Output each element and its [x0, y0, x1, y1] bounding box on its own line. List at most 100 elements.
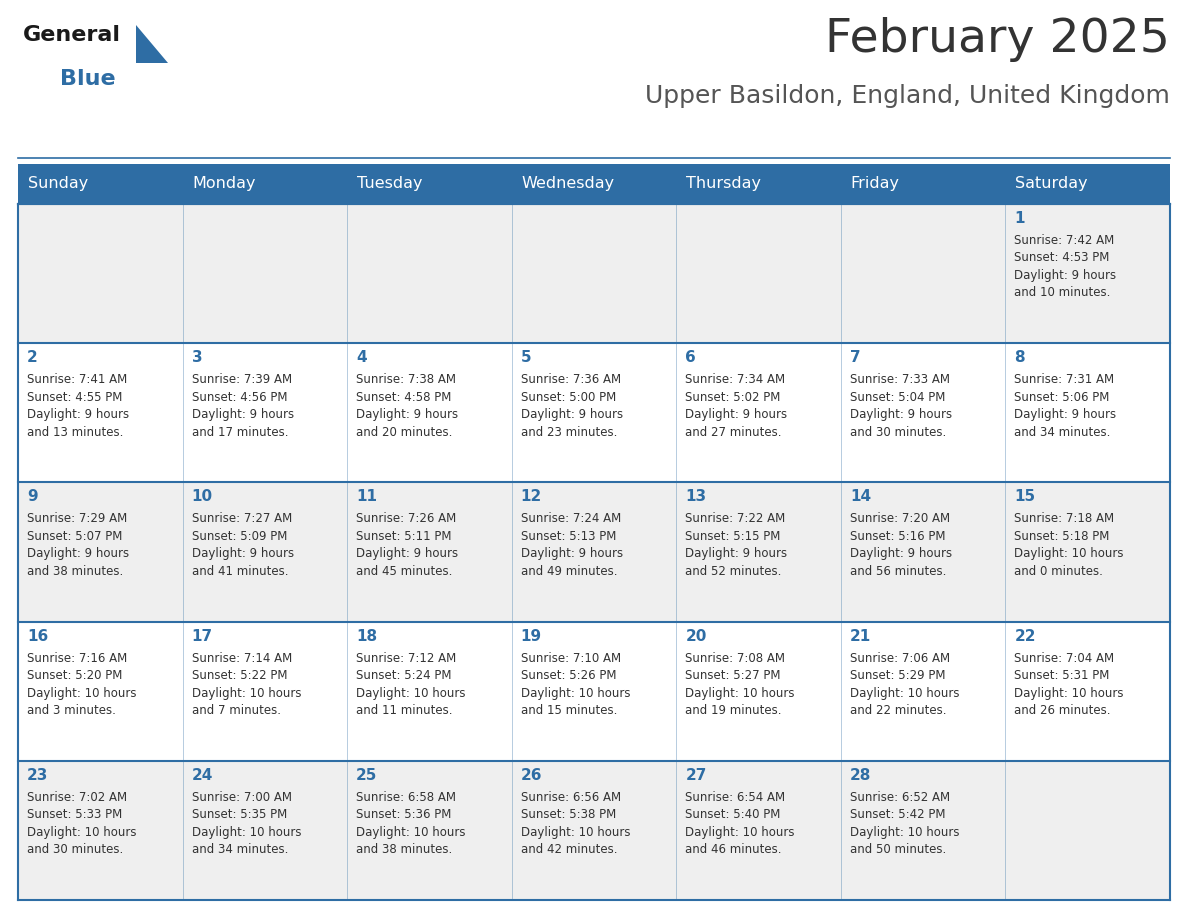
Text: Sunset: 4:56 PM: Sunset: 4:56 PM — [191, 391, 287, 404]
Text: Daylight: 9 hours: Daylight: 9 hours — [356, 409, 459, 421]
Text: and 45 minutes.: and 45 minutes. — [356, 565, 453, 578]
Text: Sunset: 4:58 PM: Sunset: 4:58 PM — [356, 391, 451, 404]
Text: 13: 13 — [685, 489, 707, 504]
Text: and 56 minutes.: and 56 minutes. — [849, 565, 946, 578]
Text: Tuesday: Tuesday — [358, 176, 423, 192]
Text: Sunrise: 7:12 AM: Sunrise: 7:12 AM — [356, 652, 456, 665]
Text: Sunset: 5:06 PM: Sunset: 5:06 PM — [1015, 391, 1110, 404]
Text: Daylight: 9 hours: Daylight: 9 hours — [520, 547, 623, 560]
Text: Daylight: 10 hours: Daylight: 10 hours — [849, 687, 960, 700]
Bar — [18, 761, 1170, 900]
Text: Blue: Blue — [61, 69, 115, 89]
Text: and 26 minutes.: and 26 minutes. — [1015, 704, 1111, 717]
Text: Sunrise: 7:33 AM: Sunrise: 7:33 AM — [849, 374, 950, 386]
Text: Sunset: 4:55 PM: Sunset: 4:55 PM — [27, 391, 122, 404]
Text: and 7 minutes.: and 7 minutes. — [191, 704, 280, 717]
Text: Sunrise: 7:34 AM: Sunrise: 7:34 AM — [685, 374, 785, 386]
Text: 15: 15 — [1015, 489, 1036, 504]
Text: Sunset: 5:35 PM: Sunset: 5:35 PM — [191, 809, 286, 822]
Text: 5: 5 — [520, 350, 531, 365]
Text: Sunrise: 7:26 AM: Sunrise: 7:26 AM — [356, 512, 456, 525]
Text: Sunrise: 7:31 AM: Sunrise: 7:31 AM — [1015, 374, 1114, 386]
Text: and 30 minutes.: and 30 minutes. — [27, 844, 124, 856]
Text: Sunset: 5:15 PM: Sunset: 5:15 PM — [685, 530, 781, 543]
Text: Daylight: 10 hours: Daylight: 10 hours — [1015, 687, 1124, 700]
Text: and 50 minutes.: and 50 minutes. — [849, 844, 946, 856]
Text: and 3 minutes.: and 3 minutes. — [27, 704, 116, 717]
Text: Daylight: 9 hours: Daylight: 9 hours — [1015, 409, 1117, 421]
Text: and 19 minutes.: and 19 minutes. — [685, 704, 782, 717]
Text: 22: 22 — [1015, 629, 1036, 644]
Text: Sunrise: 7:38 AM: Sunrise: 7:38 AM — [356, 374, 456, 386]
Text: Daylight: 10 hours: Daylight: 10 hours — [849, 826, 960, 839]
Text: February 2025: February 2025 — [826, 17, 1170, 62]
Text: Daylight: 10 hours: Daylight: 10 hours — [520, 826, 630, 839]
Text: 14: 14 — [849, 489, 871, 504]
Text: Sunrise: 7:18 AM: Sunrise: 7:18 AM — [1015, 512, 1114, 525]
Text: 4: 4 — [356, 350, 367, 365]
Text: 10: 10 — [191, 489, 213, 504]
Text: Daylight: 10 hours: Daylight: 10 hours — [356, 687, 466, 700]
Text: Sunset: 5:33 PM: Sunset: 5:33 PM — [27, 809, 122, 822]
Text: and 20 minutes.: and 20 minutes. — [356, 426, 453, 439]
Text: 1: 1 — [1015, 211, 1025, 226]
Text: Sunset: 5:16 PM: Sunset: 5:16 PM — [849, 530, 946, 543]
Text: and 10 minutes.: and 10 minutes. — [1015, 286, 1111, 299]
Text: and 38 minutes.: and 38 minutes. — [27, 565, 124, 578]
Text: Sunrise: 6:54 AM: Sunrise: 6:54 AM — [685, 790, 785, 804]
Text: Daylight: 9 hours: Daylight: 9 hours — [356, 547, 459, 560]
Text: Daylight: 10 hours: Daylight: 10 hours — [356, 826, 466, 839]
Text: and 11 minutes.: and 11 minutes. — [356, 704, 453, 717]
Text: Sunrise: 6:58 AM: Sunrise: 6:58 AM — [356, 790, 456, 804]
Text: 3: 3 — [191, 350, 202, 365]
Text: 17: 17 — [191, 629, 213, 644]
Text: Sunrise: 7:02 AM: Sunrise: 7:02 AM — [27, 790, 127, 804]
Text: and 22 minutes.: and 22 minutes. — [849, 704, 947, 717]
Text: and 23 minutes.: and 23 minutes. — [520, 426, 617, 439]
Text: and 38 minutes.: and 38 minutes. — [356, 844, 453, 856]
Text: and 27 minutes.: and 27 minutes. — [685, 426, 782, 439]
Text: 27: 27 — [685, 767, 707, 783]
Text: Sunset: 5:04 PM: Sunset: 5:04 PM — [849, 391, 946, 404]
Text: Sunset: 5:24 PM: Sunset: 5:24 PM — [356, 669, 451, 682]
Text: 23: 23 — [27, 767, 49, 783]
Text: Sunset: 5:42 PM: Sunset: 5:42 PM — [849, 809, 946, 822]
Text: Daylight: 10 hours: Daylight: 10 hours — [1015, 547, 1124, 560]
Text: Sunset: 5:38 PM: Sunset: 5:38 PM — [520, 809, 615, 822]
Text: 9: 9 — [27, 489, 38, 504]
Text: Sunrise: 7:14 AM: Sunrise: 7:14 AM — [191, 652, 292, 665]
Text: Wednesday: Wednesday — [522, 176, 615, 192]
Text: and 17 minutes.: and 17 minutes. — [191, 426, 287, 439]
Text: Sunrise: 7:22 AM: Sunrise: 7:22 AM — [685, 512, 785, 525]
Text: General: General — [23, 25, 121, 45]
Text: 12: 12 — [520, 489, 542, 504]
Text: 2: 2 — [27, 350, 38, 365]
Text: 16: 16 — [27, 629, 49, 644]
Text: Daylight: 10 hours: Daylight: 10 hours — [27, 687, 137, 700]
Text: Sunrise: 7:16 AM: Sunrise: 7:16 AM — [27, 652, 127, 665]
Text: Daylight: 9 hours: Daylight: 9 hours — [520, 409, 623, 421]
Text: Sunrise: 7:29 AM: Sunrise: 7:29 AM — [27, 512, 127, 525]
Text: Sunset: 5:07 PM: Sunset: 5:07 PM — [27, 530, 122, 543]
Text: Sunrise: 7:20 AM: Sunrise: 7:20 AM — [849, 512, 950, 525]
Text: Daylight: 9 hours: Daylight: 9 hours — [191, 547, 293, 560]
Text: Daylight: 9 hours: Daylight: 9 hours — [685, 409, 788, 421]
Text: Sunrise: 7:41 AM: Sunrise: 7:41 AM — [27, 374, 127, 386]
Text: Sunrise: 7:39 AM: Sunrise: 7:39 AM — [191, 374, 292, 386]
Text: Sunset: 5:29 PM: Sunset: 5:29 PM — [849, 669, 946, 682]
Text: Sunset: 5:09 PM: Sunset: 5:09 PM — [191, 530, 287, 543]
Text: and 13 minutes.: and 13 minutes. — [27, 426, 124, 439]
Text: Sunrise: 6:52 AM: Sunrise: 6:52 AM — [849, 790, 950, 804]
Text: 21: 21 — [849, 629, 871, 644]
Text: and 30 minutes.: and 30 minutes. — [849, 426, 946, 439]
Text: Sunrise: 7:00 AM: Sunrise: 7:00 AM — [191, 790, 291, 804]
Text: 24: 24 — [191, 767, 213, 783]
Text: Saturday: Saturday — [1016, 176, 1088, 192]
Text: Sunset: 5:11 PM: Sunset: 5:11 PM — [356, 530, 451, 543]
Text: Daylight: 10 hours: Daylight: 10 hours — [685, 687, 795, 700]
Text: Daylight: 10 hours: Daylight: 10 hours — [685, 826, 795, 839]
Text: 26: 26 — [520, 767, 542, 783]
Bar — [18, 164, 1170, 204]
Text: and 0 minutes.: and 0 minutes. — [1015, 565, 1104, 578]
Text: 25: 25 — [356, 767, 378, 783]
